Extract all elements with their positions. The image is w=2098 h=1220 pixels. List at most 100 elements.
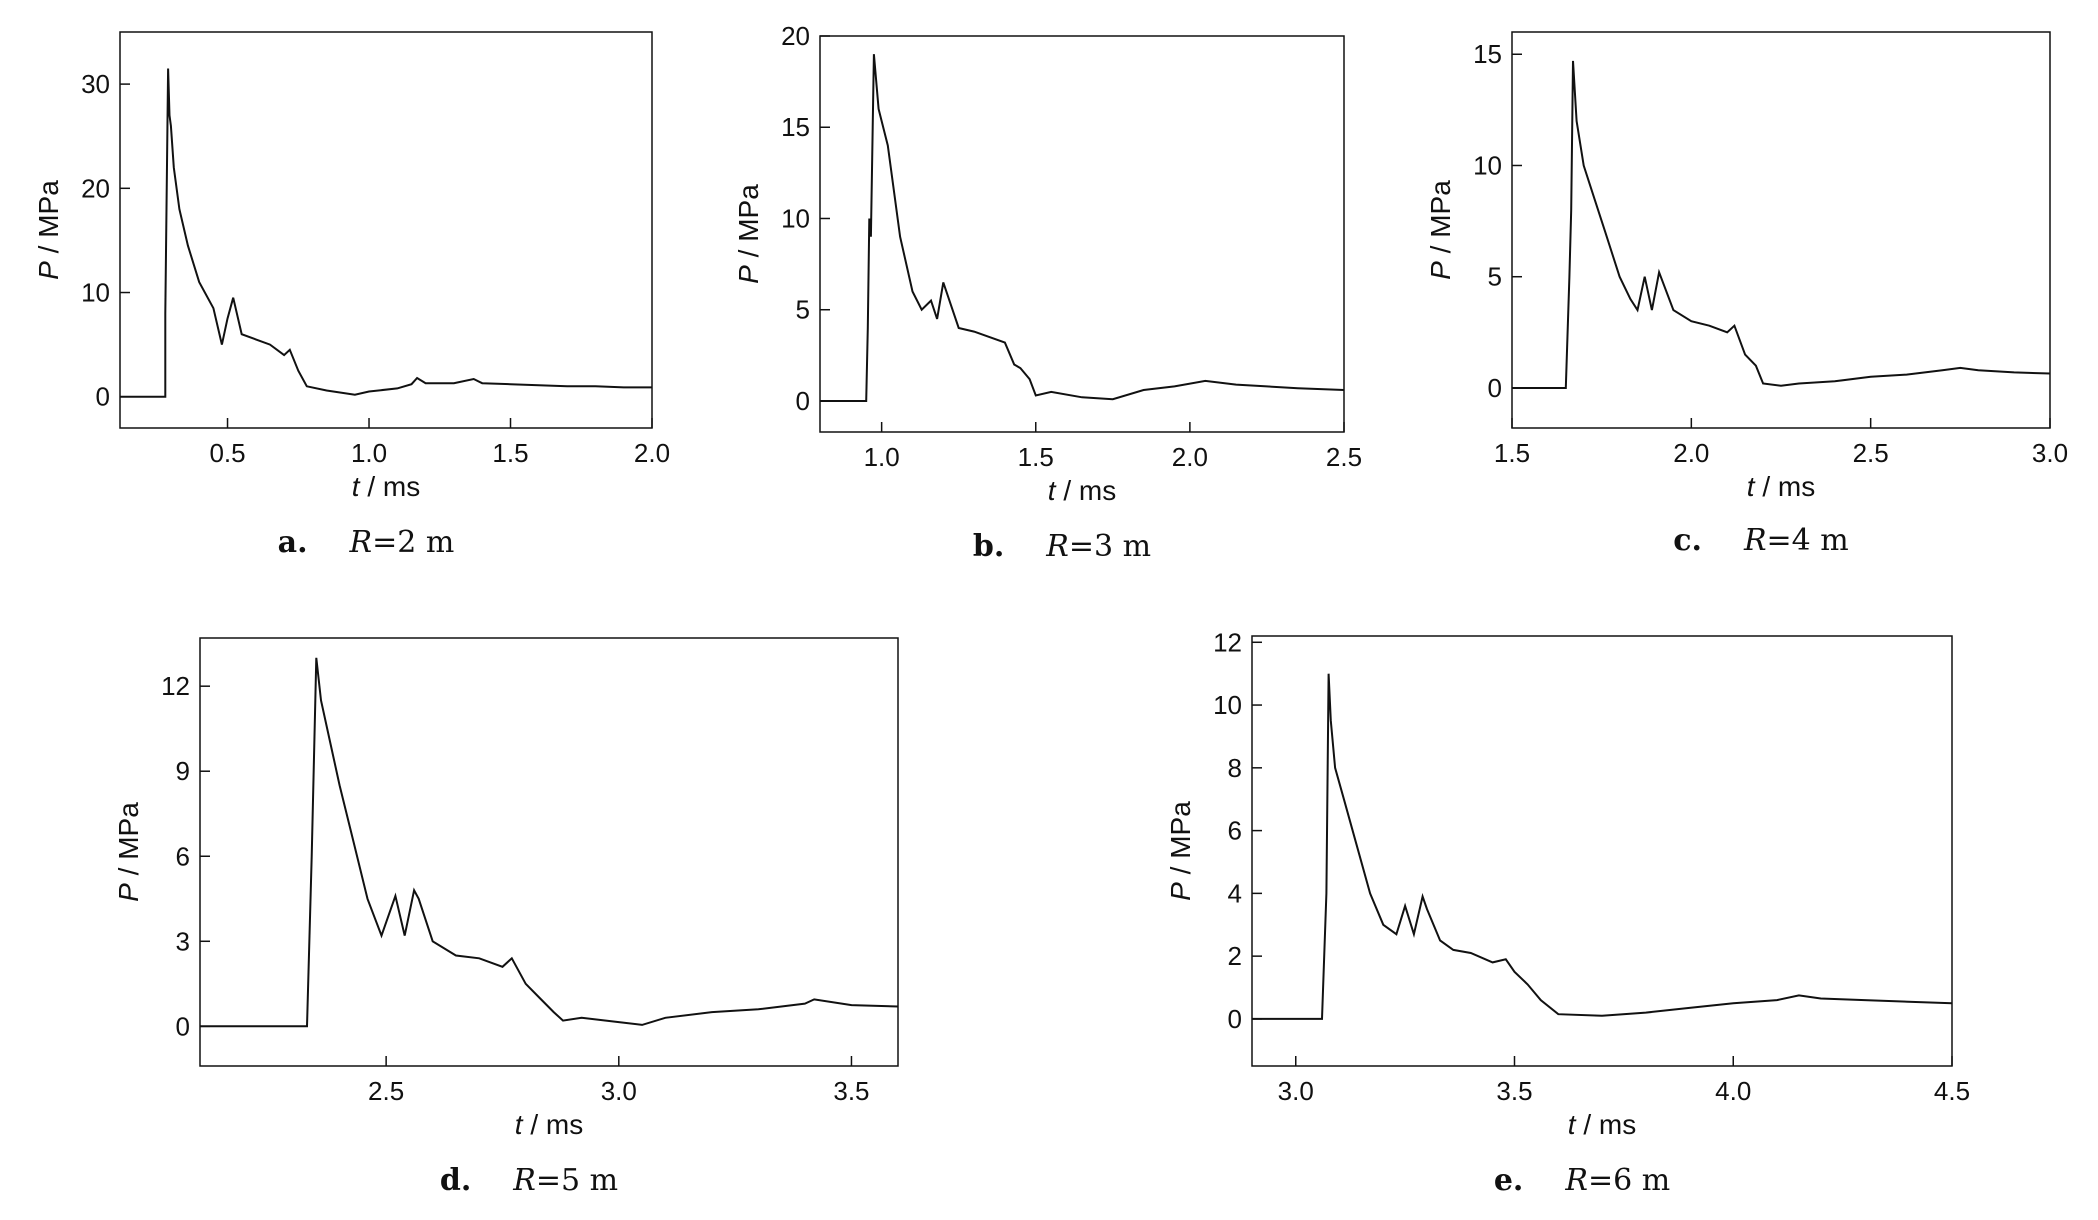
- x-axis-var: t: [515, 1109, 524, 1140]
- y-tick-label: 10: [1473, 150, 1502, 180]
- caption-value: =5 m: [536, 1163, 618, 1198]
- x-tick-marks: 1.5 2.0 2.5 3.0: [1494, 418, 2068, 468]
- caption-var: R: [1045, 529, 1069, 564]
- x-tick-label: 2.0: [634, 438, 670, 468]
- panel-caption: c. R=4 m: [1673, 523, 1849, 558]
- x-tick-marks: 1.0 1.5 2.0 2.5: [864, 422, 1362, 472]
- y-axis-label: P / MPa: [1165, 801, 1196, 901]
- y-axis-unit: / MPa: [1425, 180, 1456, 261]
- y-tick-label: 15: [1473, 39, 1502, 69]
- x-axis-label: t / ms: [1568, 1109, 1636, 1140]
- x-axis-label: t / ms: [352, 471, 420, 502]
- x-axis-var: t: [1568, 1109, 1577, 1140]
- panel-a: 0.5 1.0 1.5 2.0 0 10 20 30 t / ms P / MPa a. R=…: [33, 31, 670, 560]
- y-tick-marks: 0 5 10 15: [1473, 39, 1522, 403]
- x-axis-unit: / ms: [1755, 471, 1816, 502]
- y-tick-label: 0: [796, 386, 810, 416]
- x-axis-var: t: [1048, 475, 1057, 506]
- pressure-curve: [820, 54, 1345, 402]
- y-tick-label: 5: [1488, 262, 1502, 292]
- y-axis-label: P / MPa: [113, 802, 144, 902]
- caption-letter: d.: [440, 1163, 471, 1198]
- caption-letter: e.: [1494, 1163, 1524, 1198]
- plot-frame: [199, 637, 899, 1067]
- x-axis-var: t: [1747, 471, 1756, 502]
- y-tick-label: 0: [1488, 373, 1502, 403]
- x-tick-marks: 2.5 3.0 3.5: [368, 1056, 870, 1106]
- caption-value: =4 m: [1767, 523, 1849, 558]
- x-axis-unit: / ms: [1056, 475, 1117, 506]
- panel-caption: e. R=6 m: [1494, 1163, 1670, 1198]
- y-tick-label: 20: [81, 173, 110, 203]
- panel-caption: b. R=3 m: [973, 529, 1151, 564]
- x-tick-label: 1.5: [1494, 438, 1530, 468]
- x-tick-marks: 0.5 1.0 1.5 2.0: [209, 418, 670, 468]
- caption-letter: a.: [278, 525, 308, 560]
- caption-value: =6 m: [1588, 1163, 1670, 1198]
- x-axis-unit: / ms: [1576, 1109, 1637, 1140]
- x-tick-label: 1.0: [864, 442, 900, 472]
- x-tick-label: 2.5: [1326, 442, 1362, 472]
- y-tick-label: 6: [1228, 816, 1242, 846]
- y-tick-label: 20: [781, 21, 810, 51]
- y-tick-label: 0: [1228, 1004, 1242, 1034]
- caption-var: R: [349, 525, 373, 560]
- x-tick-label: 2.0: [1172, 442, 1208, 472]
- y-axis-var: P: [1425, 261, 1456, 280]
- y-tick-label: 10: [81, 278, 110, 308]
- y-axis-label: P / MPa: [1425, 180, 1456, 280]
- y-tick-label: 0: [96, 382, 110, 412]
- y-axis-var: P: [113, 883, 144, 902]
- x-axis-var: t: [352, 471, 361, 502]
- caption-var: R: [512, 1163, 536, 1198]
- y-axis-unit: / MPa: [1165, 801, 1196, 882]
- y-tick-label: 6: [176, 841, 190, 871]
- x-tick-label: 4.0: [1715, 1076, 1751, 1106]
- x-tick-label: 3.0: [2032, 438, 2068, 468]
- pressure-curve: [200, 657, 899, 1028]
- plot-frame: [1251, 635, 1953, 1067]
- plot-frame: [1511, 31, 2051, 429]
- pressure-curve: [120, 68, 652, 398]
- panel-caption: a. R=2 m: [278, 525, 455, 560]
- x-tick-label: 1.5: [1018, 442, 1054, 472]
- y-tick-label: 4: [1228, 878, 1242, 908]
- caption-value: =2 m: [372, 525, 454, 560]
- y-tick-label: 9: [176, 756, 190, 786]
- x-tick-label: 3.5: [833, 1076, 869, 1106]
- x-axis-unit: / ms: [360, 471, 421, 502]
- x-tick-label: 1.0: [351, 438, 387, 468]
- y-tick-label: 10: [1213, 690, 1242, 720]
- y-tick-label: 5: [796, 295, 810, 325]
- panel-d: 2.5 3.0 3.5 0 3 6 9 12 t / ms P / MPa d. R=5 m: [113, 637, 899, 1198]
- y-axis-label: P / MPa: [33, 180, 64, 280]
- panel-c: 1.5 2.0 2.5 3.0 0 5 10 15 t / ms P / MPa c. R=4…: [1425, 31, 2068, 558]
- y-tick-label: 2: [1228, 941, 1242, 971]
- x-axis-unit: / ms: [523, 1109, 584, 1140]
- y-tick-label: 30: [81, 69, 110, 99]
- y-tick-marks: 0 3 6 9 12: [161, 671, 210, 1041]
- y-tick-label: 15: [781, 112, 810, 142]
- y-tick-label: 12: [1213, 627, 1242, 657]
- x-tick-marks: 3.0 3.5 4.0 4.5: [1278, 1056, 1970, 1106]
- y-tick-label: 0: [176, 1011, 190, 1041]
- y-tick-label: 3: [176, 926, 190, 956]
- caption-value: =3 m: [1069, 529, 1151, 564]
- x-tick-label: 3.5: [1496, 1076, 1532, 1106]
- x-tick-label: 3.0: [601, 1076, 637, 1106]
- y-tick-marks: 0 2 4 6 8 10 12: [1213, 627, 1262, 1034]
- panel-b: 1.0 1.5 2.0 2.5 0 5 10 15 20 t / ms P / MPa b. R…: [733, 21, 1362, 564]
- plot-frame: [119, 31, 653, 429]
- x-tick-label: 2.5: [1853, 438, 1889, 468]
- x-tick-label: 4.5: [1934, 1076, 1970, 1106]
- y-axis-unit: / MPa: [733, 184, 764, 265]
- y-axis-unit: / MPa: [33, 180, 64, 261]
- x-tick-label: 3.0: [1278, 1076, 1314, 1106]
- y-axis-var: P: [1165, 882, 1196, 901]
- y-axis-label: P / MPa: [733, 184, 764, 284]
- x-axis-label: t / ms: [1747, 471, 1815, 502]
- caption-letter: c.: [1673, 523, 1702, 558]
- y-tick-marks: 0 10 20 30: [81, 69, 130, 412]
- y-tick-label: 8: [1228, 753, 1242, 783]
